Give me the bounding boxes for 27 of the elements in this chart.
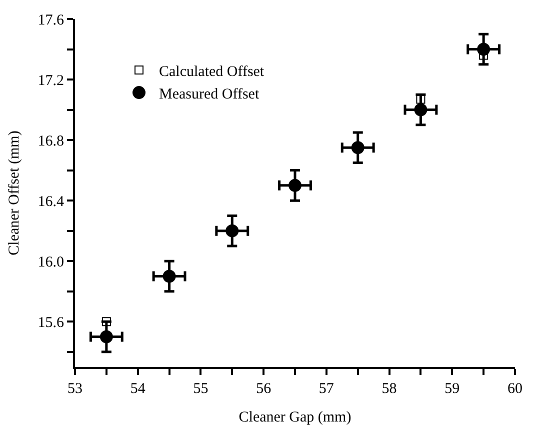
x-axis-title: Cleaner Gap (mm) [238, 410, 352, 426]
y-axis-title: Cleaner Offset (mm) [6, 130, 22, 256]
point [414, 103, 428, 116]
x-tick-label: 56 [256, 381, 272, 397]
y-tick-label: 16.0 [38, 254, 64, 270]
y-tick-label: 15.6 [38, 314, 64, 331]
y-tick-label: 16.4 [38, 194, 64, 210]
y-tick-label: 17.6 [38, 12, 64, 28]
point [226, 224, 239, 238]
point [288, 178, 302, 192]
legend-label: Measured Offset [159, 86, 260, 102]
x-tick-label: 53 [68, 381, 82, 397]
x-tick-label: 57 [318, 381, 334, 397]
y-tick-label: 16.8 [38, 133, 64, 150]
point [351, 141, 364, 154]
y-tick-label: 17.2 [38, 72, 64, 89]
point [102, 317, 111, 326]
point [162, 270, 176, 283]
x-tick-label: 59 [444, 381, 460, 397]
point [100, 330, 113, 344]
x-tick-label: 58 [382, 381, 397, 397]
point [477, 42, 490, 56]
x-tick-label: 60 [508, 381, 522, 397]
point [416, 94, 426, 104]
x-tick-label: 55 [193, 381, 208, 397]
legend-label: Calculated Offset [159, 64, 265, 80]
x-tick-label: 54 [130, 381, 146, 397]
